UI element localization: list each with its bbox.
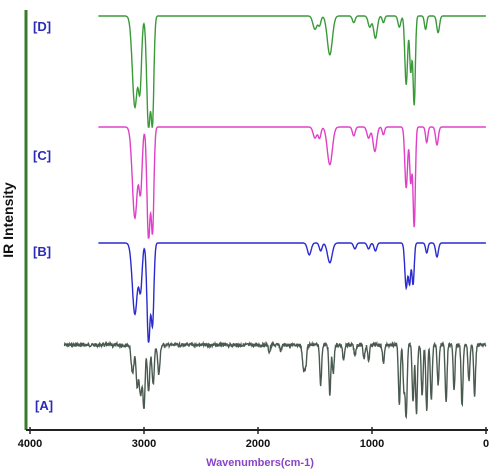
x-tick-label-2000: 2000 [246,438,270,450]
spectrum-line-b [98,242,486,344]
x-ticks [29,427,487,434]
spectrum-line-c [98,126,486,239]
x-axis-title: Wavenumbers(cm-1) [206,457,314,469]
x-tick-label-4000: 4000 [18,438,42,450]
spectrum-line-a [63,340,487,420]
spectra-series [63,15,487,420]
panel-label-b: [B] [33,244,51,259]
x-tick-labels: 4000 3000 2000 1000 0 [18,438,489,450]
x-tick-label-3000: 3000 [132,438,156,450]
panel-labels: [D] [C] [B] [A] [33,19,53,413]
x-tick-label-1000: 1000 [360,438,384,450]
panel-label-d: [D] [33,19,51,34]
y-axis-title: IR Intensity [0,182,16,258]
axes [24,10,488,431]
spectrum-line-d [98,15,486,128]
panel-label-a: [A] [35,398,53,413]
panel-label-c: [C] [33,148,51,163]
x-tick-label-0: 0 [483,438,489,450]
